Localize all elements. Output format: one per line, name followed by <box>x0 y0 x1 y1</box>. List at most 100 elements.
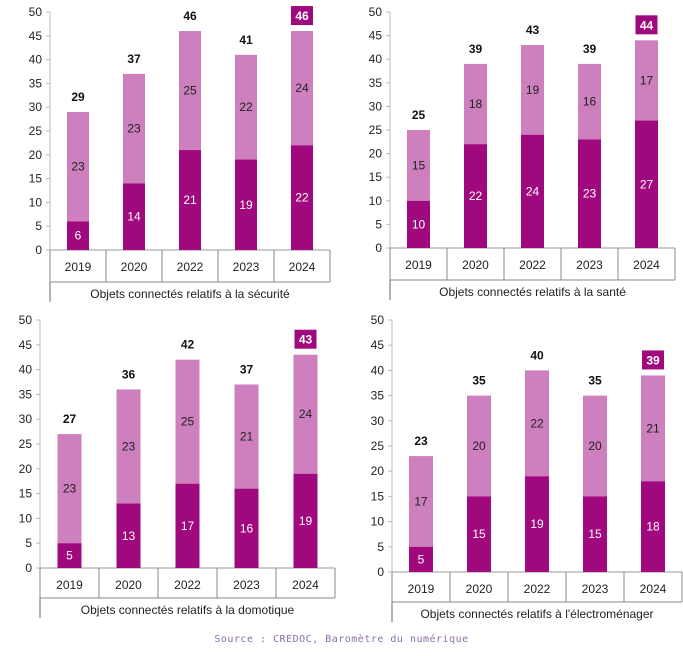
y-tick-label: 10 <box>369 194 383 208</box>
y-tick-label: 20 <box>371 464 385 478</box>
bar-label-dark: 19 <box>530 517 544 531</box>
bar-segment-light <box>57 434 82 544</box>
bar-label-light: 23 <box>63 482 77 496</box>
y-tick-label: 30 <box>369 99 383 113</box>
bar-segment-light <box>521 45 544 135</box>
bar-label-light: 18 <box>469 97 483 111</box>
x-category-label: 2020 <box>462 258 489 272</box>
y-tick-label: 20 <box>369 147 383 161</box>
bar-segment-dark <box>175 483 200 568</box>
x-category-label: 2019 <box>65 260 92 274</box>
bar-total-label: 40 <box>530 348 544 362</box>
x-category-label: 2023 <box>576 258 603 272</box>
bar-segment-light <box>583 395 607 497</box>
bar-segment-light <box>175 359 200 484</box>
bar-segment-dark <box>116 503 141 568</box>
bar-total-label: 39 <box>469 42 483 56</box>
chart-title: Objets connectés relatifs à l'électromén… <box>420 607 653 621</box>
bar-label-light: 21 <box>240 430 254 444</box>
y-tick-label: 5 <box>375 217 382 231</box>
y-tick-label: 15 <box>19 487 33 501</box>
bar-label-light: 21 <box>646 421 660 435</box>
bar-total-label: 44 <box>640 18 654 32</box>
bar-total-label: 37 <box>240 362 254 376</box>
y-tick-label: 25 <box>371 439 385 453</box>
bar-label-light: 22 <box>239 100 253 114</box>
bar-segment-light <box>407 130 430 201</box>
y-tick-label: 40 <box>29 53 43 67</box>
bar-segment-dark <box>409 546 433 572</box>
y-tick-label: 5 <box>377 540 384 554</box>
bar-segment-light <box>235 54 257 160</box>
bar-segment-dark <box>234 488 259 568</box>
bar-label-light: 25 <box>181 415 195 429</box>
x-category-label: 2024 <box>292 578 319 592</box>
bar-segment-light <box>291 31 313 146</box>
y-tick-label: 30 <box>371 414 385 428</box>
bar-label-dark: 24 <box>526 184 540 198</box>
y-tick-label: 25 <box>369 123 383 137</box>
bar-total-label: 41 <box>239 33 253 47</box>
bar-segment-light <box>467 395 491 497</box>
bar-label-light: 24 <box>295 81 309 95</box>
bar-segment-light <box>641 375 665 482</box>
bar-segment-light <box>116 389 141 504</box>
y-tick-label: 10 <box>29 195 43 209</box>
y-tick-label: 50 <box>19 313 33 327</box>
bar-total-label: 46 <box>295 9 309 23</box>
bar-label-dark: 10 <box>412 217 426 231</box>
bar-segment-dark <box>179 150 201 250</box>
bar-total-label: 25 <box>412 108 426 122</box>
y-tick-label: 20 <box>29 148 43 162</box>
bar-label-dark: 14 <box>127 210 141 224</box>
x-category-label: 2022 <box>174 578 201 592</box>
bar-total-label: 46 <box>183 9 197 23</box>
y-tick-label: 15 <box>371 489 385 503</box>
bar-segment-light <box>67 111 89 222</box>
y-tick-label: 50 <box>29 5 43 19</box>
bar-label-dark: 15 <box>472 527 486 541</box>
y-tick-label: 30 <box>19 412 33 426</box>
bar-label-dark: 27 <box>640 177 654 191</box>
chart-panel-4: 0510152025303540455051723201915203520201… <box>371 313 683 622</box>
y-tick-label: 45 <box>19 338 33 352</box>
bar-segment-light <box>234 384 259 489</box>
bar-segment-light <box>578 63 601 140</box>
bar-segment-dark <box>67 221 89 250</box>
bar-segment-dark <box>467 496 491 572</box>
y-tick-label: 15 <box>29 172 43 186</box>
y-tick-label: 45 <box>369 29 383 43</box>
y-tick-label: 40 <box>369 52 383 66</box>
bar-label-light: 20 <box>472 439 486 453</box>
bar-segment-dark <box>583 496 607 572</box>
bar-label-dark: 6 <box>75 229 82 243</box>
y-tick-label: 30 <box>29 100 43 114</box>
x-category-label: 2022 <box>519 258 546 272</box>
y-tick-label: 25 <box>19 437 33 451</box>
total-highlight-box <box>635 15 658 35</box>
y-tick-label: 0 <box>377 565 384 579</box>
chart-title: Objets connectés relatifs à la santé <box>439 285 626 299</box>
bar-total-label: 36 <box>122 367 136 381</box>
total-highlight-box <box>291 6 313 26</box>
bar-segment-light <box>293 354 318 474</box>
y-tick-label: 25 <box>29 124 43 138</box>
bar-segment-light <box>464 63 487 145</box>
bar-total-label: 35 <box>588 374 602 388</box>
bar-label-light: 23 <box>127 122 141 136</box>
x-category-label: 2019 <box>56 578 83 592</box>
y-tick-label: 40 <box>19 363 33 377</box>
x-category-label: 2024 <box>640 582 667 596</box>
bar-segment-dark <box>521 134 544 248</box>
y-tick-label: 35 <box>371 389 385 403</box>
bar-total-label: 39 <box>646 353 660 367</box>
bar-label-light: 17 <box>640 73 654 87</box>
bar-label-dark: 22 <box>295 191 309 205</box>
total-highlight-box <box>642 350 664 370</box>
bar-segment-dark <box>293 473 318 568</box>
bar-total-label: 27 <box>63 412 77 426</box>
y-tick-label: 50 <box>369 5 383 19</box>
chart-title: Objets connectés relatifs à la domotique <box>81 603 295 617</box>
y-tick-label: 15 <box>369 170 383 184</box>
y-tick-label: 0 <box>375 241 382 255</box>
